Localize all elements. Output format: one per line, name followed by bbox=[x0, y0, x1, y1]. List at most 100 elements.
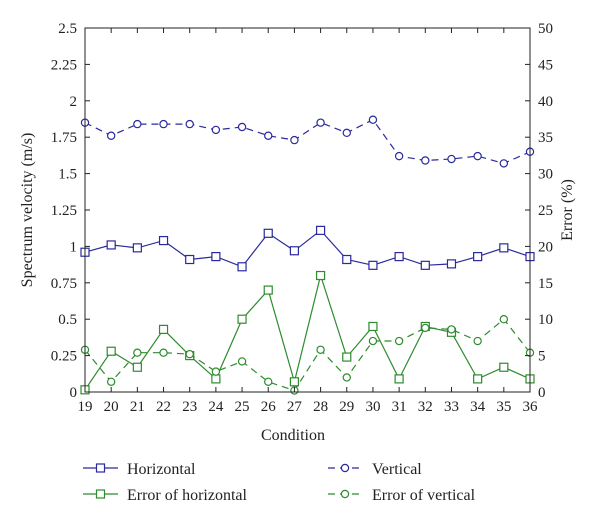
y-tick-label-left: 1.5 bbox=[58, 167, 77, 183]
data-point-error-of-vertical bbox=[342, 373, 351, 382]
data-point-vertical bbox=[394, 151, 404, 161]
data-point-error-of-vertical bbox=[185, 349, 194, 359]
data-point-error-of-horizontal bbox=[211, 374, 221, 384]
legend-label-vertical: Vertical bbox=[372, 461, 422, 478]
y-tick-label-right: 15 bbox=[538, 276, 553, 292]
legend-item-vertical: Vertical bbox=[328, 461, 422, 478]
data-point-horizontal bbox=[132, 243, 142, 253]
data-point-error-of-vertical bbox=[106, 377, 116, 387]
x-tick-label: 21 bbox=[130, 399, 145, 415]
legend: Horizontal Vertical Error of horizontal … bbox=[83, 461, 476, 504]
legend-marker-horizontal bbox=[95, 463, 106, 473]
y-tick-label-left: 2.5 bbox=[58, 21, 77, 37]
x-tick-label: 20 bbox=[104, 399, 119, 415]
series-line-error-of-horizontal bbox=[84, 273, 531, 391]
y-tick-label-left: 2 bbox=[70, 94, 78, 110]
y-tick-label-left: 1.75 bbox=[51, 130, 77, 146]
x-tick-label: 36 bbox=[523, 399, 539, 415]
data-point-vertical bbox=[211, 125, 221, 135]
data-point-error-of-horizontal bbox=[132, 362, 142, 372]
x-tick-label: 29 bbox=[339, 399, 354, 415]
y-tick-label-left: 2.25 bbox=[51, 57, 77, 73]
y-tick-label-right: 30 bbox=[538, 167, 553, 183]
y-tick-label-left: 1 bbox=[70, 239, 78, 255]
y-tick-label-left: 0.75 bbox=[51, 276, 77, 292]
data-point-vertical bbox=[290, 135, 299, 145]
data-point-vertical bbox=[368, 115, 378, 124]
x-tick-label: 34 bbox=[470, 399, 486, 415]
data-point-vertical bbox=[316, 118, 325, 127]
data-point-error-of-horizontal bbox=[342, 352, 352, 362]
y-tick-label-right: 0 bbox=[538, 385, 546, 401]
x-tick-label: 24 bbox=[208, 399, 224, 415]
data-point-error-of-vertical bbox=[394, 336, 404, 346]
legend-label-error-of-horizontal: Error of horizontal bbox=[127, 487, 248, 504]
x-tick-label: 33 bbox=[444, 399, 459, 415]
data-point-error-of-horizontal bbox=[289, 377, 300, 387]
data-point-error-of-horizontal bbox=[106, 346, 116, 356]
data-point-vertical bbox=[499, 159, 509, 168]
y-tick-label-left: 0.25 bbox=[51, 349, 77, 365]
y-tick-label-right: 45 bbox=[538, 57, 553, 73]
data-point-horizontal bbox=[420, 260, 430, 270]
data-point-horizontal bbox=[499, 243, 509, 253]
data-point-vertical bbox=[133, 119, 142, 129]
data-point-vertical bbox=[185, 119, 194, 129]
x-axis-label: Condition bbox=[261, 427, 325, 444]
legend-item-horizontal: Horizontal bbox=[83, 461, 196, 478]
y-tick-label-right: 10 bbox=[538, 312, 553, 328]
data-point-horizontal bbox=[342, 254, 352, 265]
data-point-vertical bbox=[342, 128, 351, 138]
x-tick-label: 25 bbox=[235, 399, 250, 415]
y-tick-label-right: 50 bbox=[538, 21, 553, 37]
data-point-horizontal bbox=[211, 251, 221, 262]
data-point-horizontal bbox=[158, 235, 169, 246]
data-point-error-of-vertical bbox=[133, 348, 142, 357]
legend-item-error-of-vertical: Error of vertical bbox=[328, 487, 476, 504]
data-point-error-of-vertical bbox=[211, 367, 221, 376]
x-tick-label: 32 bbox=[418, 399, 433, 415]
data-point-error-of-horizontal bbox=[473, 374, 483, 384]
legend-label-error-of-vertical: Error of vertical bbox=[372, 487, 476, 504]
data-point-error-of-horizontal bbox=[394, 374, 404, 384]
data-point-vertical bbox=[473, 151, 482, 161]
data-point-error-of-vertical bbox=[237, 357, 247, 366]
legend-marker-vertical bbox=[340, 463, 350, 473]
x-tick-label: 31 bbox=[392, 399, 407, 415]
data-point-horizontal bbox=[289, 246, 300, 256]
legend-marker-error-of-horizontal bbox=[95, 489, 106, 499]
data-point-error-of-horizontal bbox=[368, 321, 378, 332]
data-point-error-of-vertical bbox=[421, 323, 430, 333]
data-point-error-of-vertical bbox=[473, 336, 482, 346]
x-tick-label: 27 bbox=[287, 399, 303, 415]
x-tick-label: 26 bbox=[261, 399, 277, 415]
data-point-error-of-horizontal bbox=[263, 285, 273, 295]
data-point-error-of-vertical bbox=[499, 315, 509, 324]
data-point-horizontal bbox=[106, 240, 116, 250]
data-point-vertical bbox=[447, 154, 456, 164]
legend-marker-error-of-vertical bbox=[340, 489, 350, 499]
x-tick-label: 35 bbox=[496, 399, 511, 415]
data-point-horizontal bbox=[473, 251, 483, 262]
data-point-vertical bbox=[159, 119, 168, 129]
data-point-error-of-horizontal bbox=[499, 362, 509, 372]
x-tick-label: 28 bbox=[313, 399, 328, 415]
y-tick-label-right: 20 bbox=[538, 239, 553, 255]
data-point-error-of-vertical bbox=[368, 336, 378, 346]
series-vertical bbox=[80, 115, 535, 168]
data-point-horizontal bbox=[315, 225, 326, 235]
series-line-vertical bbox=[84, 118, 531, 165]
data-point-horizontal bbox=[446, 259, 457, 269]
data-point-error-of-vertical bbox=[447, 325, 456, 334]
data-point-error-of-vertical bbox=[316, 345, 325, 354]
axes: 19 20 21 22 23 24 25 26 27 28 29 30 31 32 33 34 35 3600.2… bbox=[51, 21, 553, 415]
data-point-vertical bbox=[237, 122, 247, 132]
data-point-error-of-horizontal bbox=[158, 324, 169, 334]
data-point-error-of-horizontal bbox=[315, 270, 326, 281]
data-point-horizontal bbox=[237, 262, 247, 272]
x-tick-label: 19 bbox=[78, 399, 93, 415]
y-tick-label-right: 25 bbox=[538, 203, 553, 219]
y-axis-left-label: Spectrum velocity (m/s) bbox=[19, 133, 36, 288]
data-point-error-of-vertical bbox=[159, 348, 168, 357]
